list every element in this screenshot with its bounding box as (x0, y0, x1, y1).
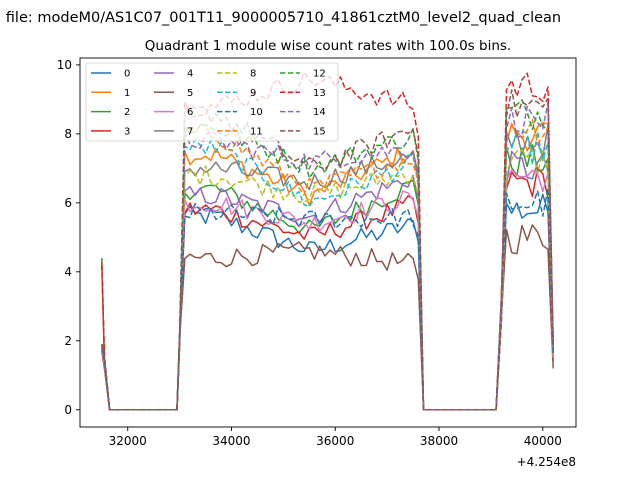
x-tick-label: 36000 (316, 434, 354, 448)
legend-label: 6 (187, 107, 193, 118)
chart-title: Quadrant 1 module wise count rates with … (145, 38, 511, 54)
legend-label: 7 (187, 126, 193, 137)
legend-label: 14 (313, 107, 326, 118)
legend-label: 12 (313, 69, 326, 80)
legend-label: 11 (250, 126, 263, 137)
legend-label: 5 (187, 88, 193, 99)
legend-label: 9 (250, 88, 256, 99)
y-tick-label: 6 (64, 196, 72, 210)
legend-label: 15 (313, 126, 326, 137)
series-line-15 (101, 89, 554, 411)
y-tick-label: 4 (64, 265, 72, 279)
x-offset-label: +4.254e8 (517, 455, 576, 469)
legend-label: 4 (187, 69, 193, 80)
y-tick-label: 8 (64, 127, 72, 141)
x-tick-label: 32000 (109, 434, 147, 448)
y-tick-label: 2 (64, 334, 72, 348)
y-tick-label: 10 (57, 58, 72, 72)
legend-label: 3 (124, 126, 130, 137)
legend-label: 13 (313, 88, 326, 99)
y-tick-label: 0 (64, 403, 72, 417)
plot-frame (79, 57, 577, 428)
x-tick-label: 34000 (212, 434, 250, 448)
x-tick-label: 40000 (524, 434, 562, 448)
series-layer (101, 71, 554, 411)
figure-suptitle: n file: modeM0/AS1C07_001T11_9000005710_… (0, 10, 561, 26)
legend-label: 1 (124, 88, 130, 99)
x-axis: 32000 34000 36000 38000 40000 (109, 427, 562, 448)
y-axis: 0 2 4 6 8 10 (57, 58, 80, 417)
legend-label: 0 (124, 69, 130, 80)
x-tick-label: 38000 (420, 434, 458, 448)
legend-label: 2 (124, 107, 130, 118)
legend-box (85, 62, 339, 142)
legend-label: 8 (250, 69, 256, 80)
legend-label: 10 (250, 107, 263, 118)
